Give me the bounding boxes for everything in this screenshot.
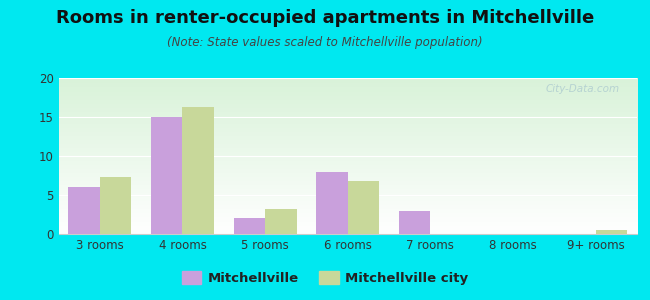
Bar (100, 177, 131, 234)
Bar (348, 181, 379, 234)
Bar (183, 107, 214, 234)
Text: City-Data.com: City-Data.com (545, 84, 619, 94)
Bar (317, 172, 348, 234)
Bar (234, 218, 265, 234)
Legend: Mitchellville, Mitchellville city: Mitchellville, Mitchellville city (176, 266, 474, 290)
Text: (Note: State values scaled to Mitchellville population): (Note: State values scaled to Mitchellvi… (167, 36, 483, 49)
Bar (151, 117, 183, 234)
Text: Rooms in renter-occupied apartments in Mitchellville: Rooms in renter-occupied apartments in M… (56, 9, 594, 27)
Bar (265, 209, 296, 234)
Bar (68, 187, 100, 234)
Bar (399, 211, 430, 234)
Bar (595, 230, 627, 234)
